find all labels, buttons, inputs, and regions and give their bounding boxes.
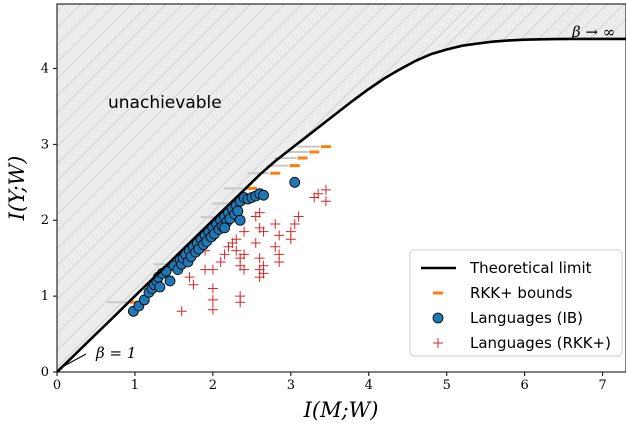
rkk-language-point xyxy=(254,272,265,283)
rkk-language-point xyxy=(254,253,265,264)
rkk-language-point xyxy=(274,256,285,267)
rkk-language-point xyxy=(293,211,304,222)
rkk-language-point xyxy=(215,256,226,267)
x-tick-label: 5 xyxy=(443,378,451,393)
ib-language-point xyxy=(154,281,166,293)
x-tick-label: 3 xyxy=(287,378,295,393)
legend-label-limit: Theoretical limit xyxy=(469,259,592,277)
ib-language-point xyxy=(232,205,244,217)
rkk-language-point xyxy=(320,184,331,195)
x-tick-label: 6 xyxy=(521,378,529,393)
ib-language-point xyxy=(164,275,176,287)
rkk-language-point xyxy=(239,226,250,237)
legend: Theoretical limit RKK+ bounds Languages … xyxy=(409,249,623,357)
legend-label-bounds: RKK+ bounds xyxy=(470,284,573,302)
legend-label-rkk: Languages (RKK+) xyxy=(470,334,611,352)
x-axis: 0 1 2 3 4 5 6 7 xyxy=(53,372,607,393)
y-tick-label: 1 xyxy=(41,289,49,304)
rkk-language-point xyxy=(289,219,300,230)
y-tick-label: 4 xyxy=(41,61,49,76)
y-tick-label: 2 xyxy=(41,213,49,228)
legend-swatch-ib xyxy=(432,312,444,324)
rkk-language-point xyxy=(270,241,281,252)
rkk-language-point xyxy=(274,230,285,241)
x-tick-label: 1 xyxy=(131,378,139,393)
rkk-language-point xyxy=(207,264,218,275)
x-tick-label: 7 xyxy=(598,378,606,393)
unachievable-region xyxy=(57,4,626,372)
theoretical-limit-line xyxy=(57,37,626,372)
rkk-language-point xyxy=(239,249,250,260)
ib-language-point xyxy=(234,214,246,226)
ib-language-point xyxy=(258,189,269,201)
legend-swatch-rkk xyxy=(433,338,443,348)
rkk-language-point xyxy=(239,264,250,275)
unachievable-label: unachievable xyxy=(108,93,222,113)
beta-one-arrow xyxy=(63,353,87,367)
x-tick-label: 4 xyxy=(365,378,373,393)
rkk-language-point xyxy=(235,297,246,308)
plot-area xyxy=(56,3,626,373)
rkk-language-point xyxy=(320,196,331,207)
rkk-language-point xyxy=(250,238,261,249)
rkk-language-point xyxy=(207,294,218,305)
legend-box xyxy=(409,249,623,357)
beta-one-label: β = 1 xyxy=(95,344,136,362)
plot-frame xyxy=(56,3,626,373)
x-tick-label: 2 xyxy=(209,378,217,393)
rkk-language-point xyxy=(270,219,281,230)
rkk-language-point xyxy=(207,283,218,294)
rkk-language-point xyxy=(231,234,242,245)
legend-label-ib: Languages (IB) xyxy=(470,309,583,327)
ib-language-point xyxy=(289,176,301,188)
y-tick-label: 3 xyxy=(41,137,49,152)
rkk-language-point xyxy=(254,207,265,218)
rkk-language-point xyxy=(188,279,199,290)
ib-language-point xyxy=(219,222,230,234)
y-axis-label: I(Y;W) xyxy=(5,156,29,222)
rkk-language-point xyxy=(231,245,242,256)
rkk-language-point xyxy=(176,306,187,317)
x-tick-label: 0 xyxy=(53,378,61,393)
y-tick-label: 0 xyxy=(41,365,49,380)
rkk-language-point xyxy=(207,304,218,315)
rkk-language-point xyxy=(313,188,324,199)
x-axis-label: I(M;W) xyxy=(303,398,379,422)
beta-inf-label: β → ∞ xyxy=(571,23,615,41)
rkk-language-point xyxy=(258,226,269,237)
rkk-language-point xyxy=(285,234,296,245)
rkk-language-point xyxy=(219,249,230,260)
y-axis: 0 1 2 3 4 xyxy=(41,61,57,380)
rkk-language-point xyxy=(184,272,195,283)
